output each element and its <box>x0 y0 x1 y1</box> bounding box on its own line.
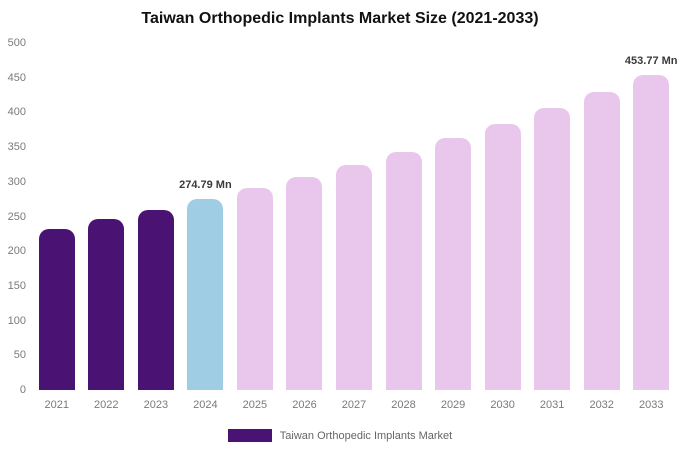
legend: Taiwan Orthopedic Implants Market <box>0 429 680 442</box>
bar-2030 <box>484 123 521 390</box>
plot-area: 274.79 Mn 453.77 Mn <box>32 43 678 390</box>
bar-value-label: 453.77 Mn <box>624 55 678 68</box>
y-tick-label: 0 <box>19 384 26 396</box>
bar-2028 <box>385 151 422 390</box>
y-tick-label: 450 <box>7 71 26 84</box>
bar-2031 <box>534 108 571 390</box>
x-tick-label: 2021 <box>44 399 70 411</box>
x-tick-label: 2024 <box>193 399 218 411</box>
x-axis: 2021 2022 2023 2024 2025 2026 2027 2028 2029 2030… <box>32 399 676 415</box>
x-tick-label: 2029 <box>440 399 466 411</box>
legend-swatch <box>227 429 272 442</box>
x-tick-label: 2026 <box>292 399 317 411</box>
y-tick-label: 100 <box>7 314 26 327</box>
bar-2022 <box>88 219 125 390</box>
bar-2027 <box>336 164 372 390</box>
y-tick-label: 50 <box>13 349 26 362</box>
y-tick-label: 200 <box>7 245 26 258</box>
y-tick-label: 400 <box>7 106 26 119</box>
x-tick-label: 2027 <box>341 399 367 411</box>
x-tick-label: 2022 <box>94 399 119 411</box>
y-tick-label: 150 <box>7 279 26 292</box>
x-tick-label: 2032 <box>589 399 614 411</box>
y-tick-label: 250 <box>7 210 26 223</box>
bar-2033 <box>633 75 670 390</box>
bar-2029 <box>435 138 472 390</box>
bar-2021 <box>38 228 75 390</box>
y-axis: 0 50 100 150 200 250 300 350 400 450 500 <box>0 37 28 396</box>
y-tick-label: 500 <box>7 37 26 49</box>
y-tick-label: 300 <box>7 175 26 188</box>
x-tick-label: 2031 <box>539 399 565 411</box>
x-tick-label: 2023 <box>143 399 169 411</box>
bar-2025 <box>236 188 273 390</box>
bar-2023 <box>137 209 174 390</box>
bar-value-label: 274.79 Mn <box>179 179 232 192</box>
x-tick-label: 2030 <box>490 399 515 411</box>
bar-2024 <box>187 199 224 390</box>
x-tick-label: 2028 <box>391 399 416 411</box>
bar-2026 <box>286 176 323 390</box>
bar-2032 <box>583 92 620 390</box>
legend-label: Taiwan Orthopedic Implants Market <box>279 429 453 442</box>
y-tick-label: 350 <box>7 141 26 154</box>
x-tick-label: 2033 <box>638 399 664 411</box>
x-tick-label: 2025 <box>242 399 268 411</box>
chart-title: Taiwan Orthopedic Implants Market Size (… <box>141 10 539 27</box>
